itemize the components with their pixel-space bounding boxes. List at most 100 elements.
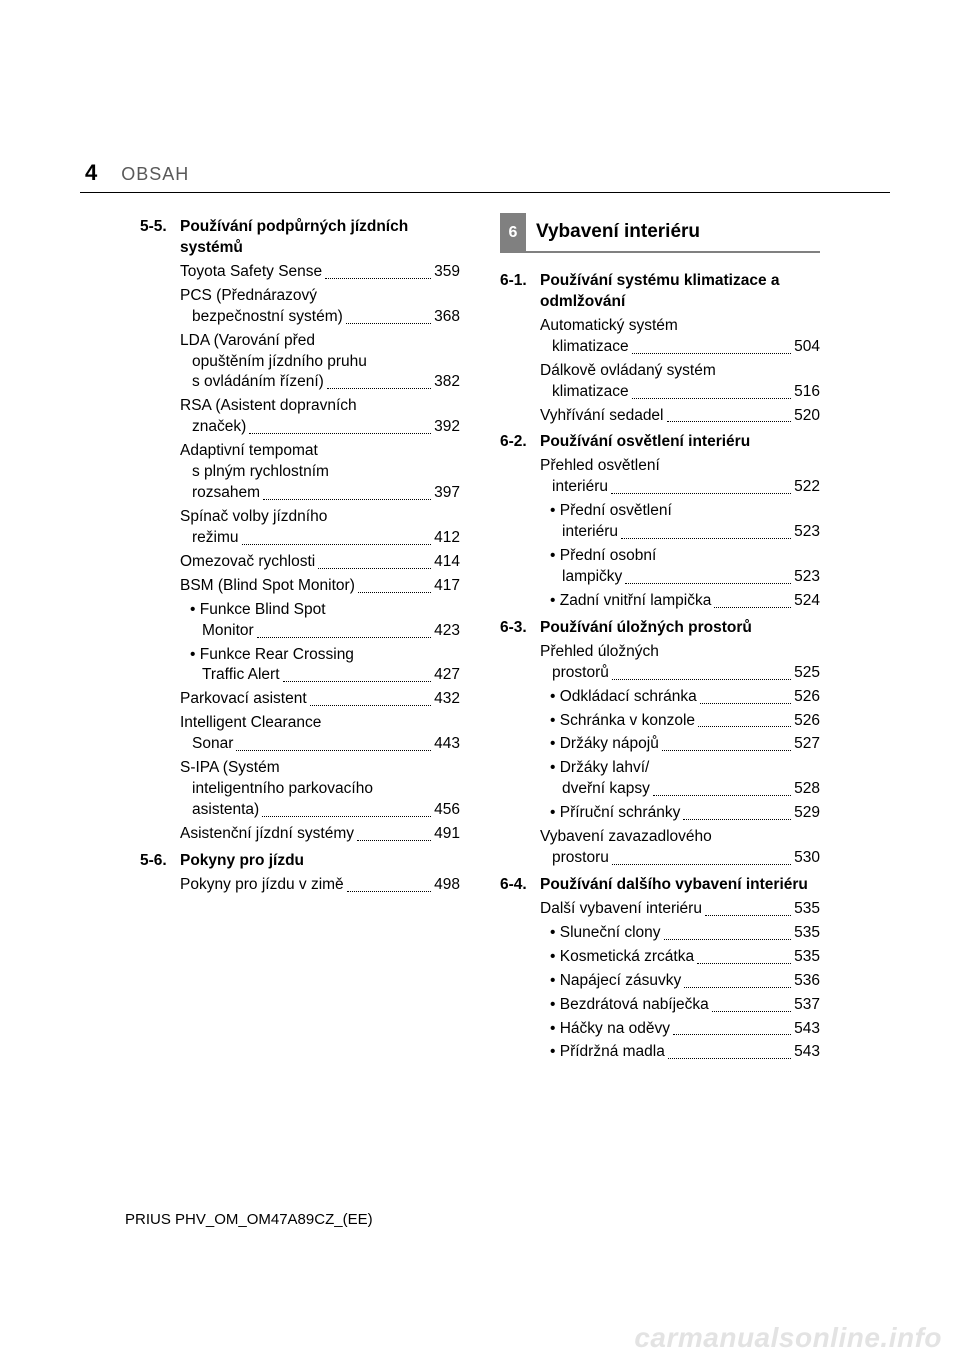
left-column: 5-5.Používání podpůrných jízdních systém… [140, 211, 460, 1063]
toc-dots [683, 819, 791, 820]
toc-entry: • Funkce Blind Spot [190, 600, 460, 621]
toc-label: • Funkce Blind Spot [190, 600, 326, 621]
toc-page: 397 [434, 483, 460, 504]
toc-page: 516 [794, 382, 820, 403]
toc-label: režimu [192, 528, 239, 549]
toc-dots [242, 544, 432, 545]
toc-label: • Přídržná madla [550, 1042, 665, 1063]
toc-entry: Toyota Safety Sense359 [180, 262, 460, 283]
toc-dots [257, 637, 431, 638]
toc-dots [653, 795, 791, 796]
toc-label: dveřní kapsy [562, 779, 650, 800]
toc-dots [664, 939, 792, 940]
toc-page: 423 [434, 621, 460, 642]
toc-dots [621, 538, 791, 539]
section-title: Používání systému klimatizace a odmlžová… [540, 271, 820, 313]
content-columns: 5-5.Používání podpůrných jízdních systém… [140, 211, 820, 1063]
section-number: 5-6. [140, 851, 180, 872]
toc-page: 524 [794, 591, 820, 612]
toc-entry: • Přední osobní [550, 546, 820, 567]
toc-dots [327, 388, 431, 389]
toc-dots [249, 433, 431, 434]
toc-page: 412 [434, 528, 460, 549]
toc-dots [612, 679, 791, 680]
toc-label: interiéru [562, 522, 618, 543]
toc-entry: Dálkově ovládaný systém [540, 361, 820, 382]
toc-dots [310, 705, 431, 706]
toc-entry: • Napájecí zásuvky 536 [550, 971, 820, 992]
toc-entry: Intelligent Clearance [180, 713, 460, 734]
toc-dots [684, 987, 791, 988]
toc-entry: prostorů525 [552, 663, 820, 684]
toc-page: 535 [794, 923, 820, 944]
toc-entry: Sonar443 [192, 734, 460, 755]
toc-dots [358, 592, 431, 593]
toc-page: 392 [434, 417, 460, 438]
toc-entry: Spínač volby jízdního [180, 507, 460, 528]
toc-label: S-IPA (Systém [180, 758, 280, 779]
toc-entry: Další vybavení interiéru535 [540, 899, 820, 920]
toc-label: • Napájecí zásuvky [550, 971, 681, 992]
toc-entry: rozsahem397 [192, 483, 460, 504]
toc-label: • Přední osobní [550, 546, 656, 567]
toc-page: 523 [794, 522, 820, 543]
toc-label: Spínač volby jízdního [180, 507, 327, 528]
toc-page: 491 [434, 824, 460, 845]
section-heading: 6-4.Používání dalšího vybavení interiéru [500, 875, 820, 896]
toc-entry: • Sluneční clony535 [550, 923, 820, 944]
toc-page: 359 [434, 262, 460, 283]
toc-label: bezpečnostní systém) [192, 307, 343, 328]
toc-page: 382 [434, 372, 460, 393]
toc-entry: Traffic Alert427 [202, 665, 460, 686]
toc-label: s ovládáním řízení) [192, 372, 324, 393]
toc-dots [347, 891, 431, 892]
toc-dots [712, 1011, 791, 1012]
section-number: 6-3. [500, 618, 540, 639]
section-heading: 5-5.Používání podpůrných jízdních systém… [140, 217, 460, 259]
toc-dots [346, 323, 431, 324]
toc-label: klimatizace [552, 382, 629, 403]
toc-page: 456 [434, 800, 460, 821]
toc-label: Přehled úložných [540, 642, 659, 663]
toc-page: 443 [434, 734, 460, 755]
toc-entry: Asistenční jízdní systémy 491 [180, 824, 460, 845]
toc-label: Další vybavení interiéru [540, 899, 702, 920]
toc-dots [673, 1034, 791, 1035]
toc-page: 530 [794, 848, 820, 869]
toc-entry: S-IPA (Systém [180, 758, 460, 779]
section-title: Používání podpůrných jízdních systémů [180, 217, 460, 259]
chapter-label: OBSAH [121, 164, 189, 185]
toc-label: BSM (Blind Spot Monitor) [180, 576, 355, 597]
toc-label: Monitor [202, 621, 254, 642]
toc-entry: Pokyny pro jízdu v zimě498 [180, 875, 460, 896]
toc-label: asistenta) [192, 800, 259, 821]
toc-page: 414 [434, 552, 460, 573]
page: 4 OBSAH 5-5.Používání podpůrných jízdníc… [0, 0, 960, 1358]
toc-label: • Schránka v konzole [550, 711, 695, 732]
toc-label: • Držáky lahví/ [550, 758, 649, 779]
toc-label: klimatizace [552, 337, 629, 358]
toc-entry: • Schránka v konzole526 [550, 711, 820, 732]
toc-label: značek) [192, 417, 246, 438]
section-number: 6-2. [500, 432, 540, 453]
toc-page: 543 [794, 1042, 820, 1063]
toc-dots [697, 963, 791, 964]
section-heading: 5-6.Pokyny pro jízdu [140, 851, 460, 872]
toc-label: Dálkově ovládaný systém [540, 361, 716, 382]
toc-page: 522 [794, 477, 820, 498]
toc-dots [612, 864, 791, 865]
toc-label: Asistenční jízdní systémy [180, 824, 354, 845]
toc-label-cont: opuštěním jízdního pruhu [192, 352, 460, 373]
toc-label: • Funkce Rear Crossing [190, 645, 354, 666]
section-heading: 6-3.Používání úložných prostorů [500, 618, 820, 639]
toc-page: 526 [794, 687, 820, 708]
toc-label: Parkovací asistent [180, 689, 307, 710]
section-title: Používání osvětlení interiéru [540, 432, 820, 453]
toc-page: 536 [794, 971, 820, 992]
toc-entry: Vyhřívání sedadel520 [540, 406, 820, 427]
toc-dots [700, 703, 791, 704]
toc-dots [283, 681, 432, 682]
toc-page: 432 [434, 689, 460, 710]
toc-page: 498 [434, 875, 460, 896]
toc-page: 537 [794, 995, 820, 1016]
